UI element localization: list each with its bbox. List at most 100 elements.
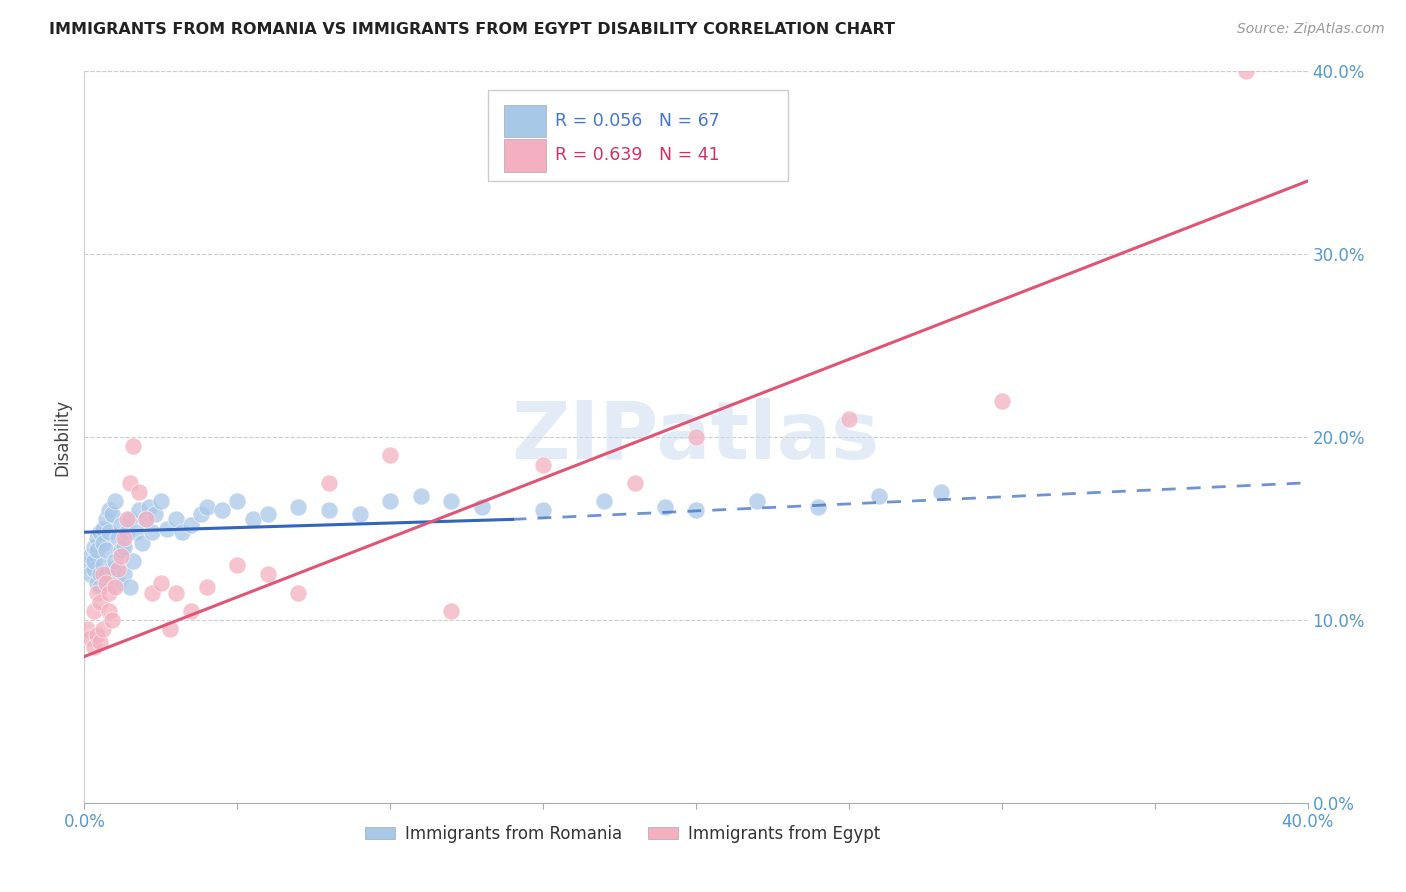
Point (125, 525, 148, 540)
Point (380, 448, 402, 462)
Point (86, 576, 108, 591)
Point (440, 604, 463, 618)
Point (440, 494, 463, 508)
Point (86, 585, 108, 599)
Point (531, 458, 554, 472)
Point (180, 517, 202, 532)
Point (101, 613, 124, 627)
Point (143, 507, 166, 521)
Point (929, 485, 952, 500)
Point (94, 567, 117, 582)
Point (120, 512, 142, 526)
Point (1236, 64, 1258, 78)
Point (94, 576, 117, 591)
Point (89, 580, 111, 594)
Point (86, 543, 108, 558)
Point (89, 567, 111, 582)
Point (101, 507, 124, 521)
Point (180, 604, 202, 618)
Point (135, 512, 157, 526)
Point (94, 512, 117, 526)
Point (156, 521, 179, 535)
Point (593, 494, 616, 508)
Text: Source: ZipAtlas.com: Source: ZipAtlas.com (1237, 22, 1385, 37)
Point (685, 430, 707, 444)
Point (380, 494, 402, 508)
FancyBboxPatch shape (488, 90, 787, 181)
Point (807, 500, 830, 514)
Point (110, 517, 132, 532)
Point (83, 554, 105, 568)
Text: IMMIGRANTS FROM ROMANIA VS IMMIGRANTS FROM EGYPT DISABILITY CORRELATION CHART: IMMIGRANTS FROM ROMANIA VS IMMIGRANTS FR… (49, 22, 896, 37)
Point (110, 549, 132, 563)
Point (107, 576, 129, 591)
Point (79, 567, 101, 582)
Point (120, 475, 142, 490)
Point (349, 507, 371, 521)
Point (531, 503, 554, 517)
Point (211, 503, 233, 517)
Point (869, 489, 891, 503)
Point (101, 562, 124, 576)
Point (115, 525, 138, 540)
Point (624, 475, 647, 490)
Point (165, 512, 187, 526)
FancyBboxPatch shape (503, 105, 546, 137)
Point (141, 585, 163, 599)
Point (83, 640, 105, 655)
Point (159, 622, 181, 636)
Point (112, 540, 135, 554)
Point (226, 494, 249, 508)
Point (654, 500, 676, 514)
Point (149, 494, 172, 508)
Point (91, 567, 114, 582)
Point (287, 500, 309, 514)
Point (104, 580, 127, 594)
Point (89, 635, 111, 649)
Point (141, 525, 163, 540)
Point (76, 558, 98, 573)
Point (172, 525, 194, 540)
Point (190, 507, 212, 521)
Text: ZIPatlas: ZIPatlas (512, 398, 880, 476)
Point (318, 475, 340, 490)
Point (287, 585, 309, 599)
Point (226, 558, 249, 573)
Point (91, 521, 114, 535)
Point (318, 503, 340, 517)
Point (471, 500, 494, 514)
Point (685, 503, 707, 517)
Point (138, 500, 160, 514)
Point (112, 567, 135, 582)
Point (110, 543, 132, 558)
Point (91, 558, 114, 573)
Point (86, 531, 108, 545)
Legend: Immigrants from Romania, Immigrants from Egypt: Immigrants from Romania, Immigrants from… (359, 818, 886, 849)
Point (94, 543, 117, 558)
Point (991, 393, 1014, 408)
Point (257, 567, 280, 582)
Y-axis label: Disability: Disability (53, 399, 72, 475)
Point (122, 554, 145, 568)
Point (79, 632, 101, 646)
Point (76, 622, 98, 636)
Point (747, 494, 769, 508)
Point (89, 525, 111, 540)
Point (91, 536, 114, 550)
Point (128, 503, 150, 517)
Point (165, 585, 187, 599)
Point (83, 562, 105, 576)
FancyBboxPatch shape (503, 139, 546, 171)
Point (83, 604, 105, 618)
Text: R = 0.056   N = 67: R = 0.056 N = 67 (555, 112, 720, 130)
Point (115, 512, 138, 526)
Point (135, 512, 157, 526)
Point (112, 531, 135, 545)
Point (83, 540, 105, 554)
Point (107, 531, 129, 545)
Point (242, 512, 264, 526)
Point (107, 562, 129, 576)
Point (97, 585, 120, 599)
Point (91, 622, 114, 636)
Point (257, 507, 280, 521)
